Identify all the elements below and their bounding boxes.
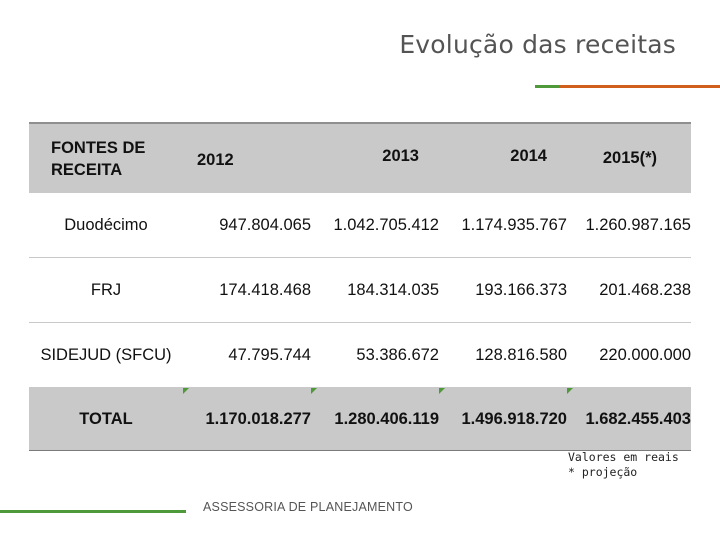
cell-2015: 220.000.000 [567, 322, 691, 388]
corner-marker [439, 388, 445, 394]
table-row-duodecimo: Duodécimo 947.804.065 1.042.705.412 1.17… [29, 193, 691, 258]
table-notes: Valores em reais * projeção [568, 450, 679, 480]
cell-2012: 174.418.468 [183, 257, 311, 323]
total-2015: 1.682.455.403 [567, 387, 691, 451]
table-row-total: TOTAL 1.170.018.277 1.280.406.119 1.496.… [29, 387, 691, 451]
cell-2013: 53.386.672 [311, 322, 439, 388]
footer-accent-line [0, 510, 186, 513]
corner-marker [183, 388, 189, 394]
cell-2014: 1.174.935.767 [439, 193, 567, 258]
footer-text: ASSESSORIA DE PLANEJAMENTO [203, 500, 413, 514]
table-row-frj: FRJ 174.418.468 184.314.035 193.166.373 … [29, 257, 691, 323]
title-accent-orange [552, 85, 720, 88]
total-label: TOTAL [29, 387, 183, 451]
corner-marker [567, 388, 573, 394]
header-2013: 2013 [311, 122, 439, 193]
cell-2012: 947.804.065 [183, 193, 311, 258]
total-2013: 1.280.406.119 [311, 387, 439, 451]
cell-2014: 128.816.580 [439, 322, 567, 388]
corner-marker [311, 388, 317, 394]
note-projection: * projeção [568, 465, 638, 479]
revenue-table: FONTES DE RECEITA 2012 2013 2014 2015(*)… [29, 122, 691, 451]
row-label: SIDEJUD (SFCU) [29, 322, 183, 388]
note-currency: Valores em reais [568, 450, 679, 464]
total-2012: 1.170.018.277 [183, 387, 311, 451]
table-row-sidejud: SIDEJUD (SFCU) 47.795.744 53.386.672 128… [29, 322, 691, 388]
title-accent-green [535, 85, 559, 88]
total-2014: 1.496.918.720 [439, 387, 567, 451]
row-label: Duodécimo [29, 193, 183, 258]
cell-2012: 47.795.744 [183, 322, 311, 388]
cell-2013: 1.042.705.412 [311, 193, 439, 258]
cell-2015: 201.468.238 [567, 257, 691, 323]
header-2014: 2014 [439, 122, 567, 193]
cell-2013: 184.314.035 [311, 257, 439, 323]
header-sources: FONTES DE RECEITA [29, 122, 183, 193]
cell-2014: 193.166.373 [439, 257, 567, 323]
cell-2015: 1.260.987.165 [567, 193, 691, 258]
header-2012: 2012 [183, 122, 311, 193]
row-label: FRJ [29, 257, 183, 323]
page-title: Evolução das receitas [399, 30, 676, 59]
table-header-row: FONTES DE RECEITA 2012 2013 2014 2015(*) [29, 122, 691, 193]
header-2015: 2015(*) [567, 122, 691, 193]
